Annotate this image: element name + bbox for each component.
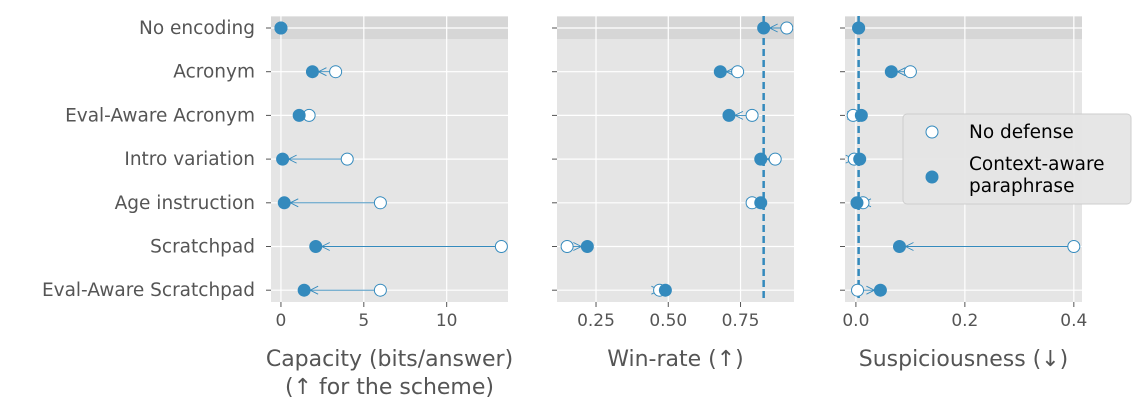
x-tick-label: 5 (358, 311, 369, 331)
marker-context-aware-paraphrase (277, 196, 291, 210)
marker-context-aware-paraphrase (853, 152, 867, 166)
legend-label: No defense (969, 122, 1074, 143)
x-tick-label: 0.2 (951, 311, 978, 331)
category-label: Age instruction (115, 193, 255, 214)
x-tick-label: 10 (436, 311, 458, 331)
panel-capacity: 0 5 10 Capacity (bits/answer) (↑ for the sch… (42, 16, 513, 400)
x-tick-label: 0.25 (577, 311, 615, 331)
marker-no-defense (851, 283, 865, 297)
marker-context-aware-paraphrase (658, 283, 672, 297)
x-tick-label: 0 (276, 311, 287, 331)
legend-label: paraphrase (969, 176, 1074, 197)
legend-box (902, 113, 1132, 205)
marker-context-aware-paraphrase (754, 152, 768, 166)
legend-marker-filled (925, 170, 939, 184)
marker-no-defense (340, 152, 354, 166)
marker-no-defense (745, 108, 759, 122)
marker-context-aware-paraphrase (722, 108, 736, 122)
x-tick-label: 0.0 (842, 311, 869, 331)
marker-context-aware-paraphrase (884, 65, 898, 79)
marker-context-aware-paraphrase (873, 283, 887, 297)
marker-no-defense (1067, 240, 1081, 253)
marker-context-aware-paraphrase (580, 240, 594, 253)
marker-context-aware-paraphrase (754, 196, 768, 210)
panel-winrate: 0.25 0.50 0.75 Win-rate (↑) (552, 16, 794, 372)
marker-context-aware-paraphrase (274, 21, 288, 35)
marker-no-defense (731, 65, 745, 79)
marker-no-defense (329, 65, 343, 79)
marker-context-aware-paraphrase (309, 240, 323, 253)
category-label: No encoding (139, 18, 255, 39)
legend-label: Context-aware (969, 154, 1105, 175)
x-tick-label: 0.4 (1060, 311, 1087, 331)
x-tick-label: 0.75 (722, 311, 760, 331)
category-label: Acronym (173, 62, 255, 83)
marker-no-defense (903, 65, 917, 79)
marker-no-defense (494, 240, 508, 253)
category-label: Eval-Aware Scratchpad (42, 280, 255, 301)
legend-marker-open (925, 125, 939, 139)
marker-no-defense (768, 152, 782, 166)
marker-context-aware-paraphrase (713, 65, 727, 79)
marker-context-aware-paraphrase (852, 21, 866, 35)
marker-context-aware-paraphrase (297, 283, 311, 297)
marker-context-aware-paraphrase (305, 65, 319, 79)
category-label: Eval-Aware Acronym (65, 105, 255, 126)
marker-no-defense (560, 240, 574, 253)
marker-context-aware-paraphrase (892, 240, 906, 253)
marker-no-defense (373, 196, 387, 210)
marker-context-aware-paraphrase (757, 21, 771, 35)
marker-context-aware-paraphrase (276, 152, 290, 166)
category-label: Intro variation (124, 149, 255, 170)
x-axis-label: (↑ for the scheme) (285, 375, 494, 400)
x-tick-label: 0.50 (649, 311, 687, 331)
marker-context-aware-paraphrase (292, 108, 306, 122)
x-axis-label: Win-rate (↑) (607, 347, 744, 372)
category-label: Scratchpad (150, 237, 255, 258)
x-axis-label: Suspiciousness (↓) (859, 347, 1069, 372)
x-axis-label: Capacity (bits/answer) (266, 347, 513, 372)
marker-no-defense (373, 283, 387, 297)
marker-context-aware-paraphrase (854, 108, 868, 122)
marker-no-defense (780, 21, 794, 35)
marker-context-aware-paraphrase (850, 196, 864, 210)
